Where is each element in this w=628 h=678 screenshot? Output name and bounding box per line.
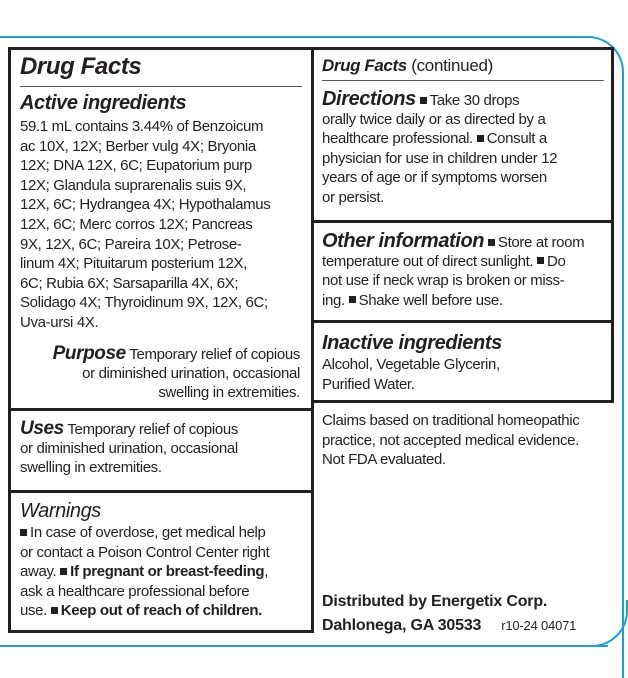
claims-text: practice, not accepted medical evidence. [322, 431, 579, 449]
uses-text: or diminished urination, occasional [20, 439, 238, 457]
active-ingredients-list: 59.1 mL contains 3.44% of Benzoicum ac 1… [20, 117, 271, 333]
purpose-text: or diminished urination, occasional [82, 364, 300, 382]
warning-text: use. [20, 602, 47, 620]
lot-code: r10-24 04071 [501, 618, 577, 633]
claims-text: Not FDA evaluated. [322, 451, 446, 469]
bullet-icon [419, 96, 427, 104]
ingredient-line: 12X, 6C; Hydrangea 4X; Hypothalamus [20, 196, 271, 214]
active-ingredients-heading: Active ingredients [20, 92, 187, 114]
purpose-heading: Purpose [52, 343, 127, 364]
distributor-address: Dahlonega, GA 30533 [322, 617, 482, 634]
other-information-section: Other information Store at room temperat… [322, 230, 585, 310]
ingredient-line: 12X; DNA 12X, 6C; Eupatorium purp [20, 157, 252, 175]
warning-bold-text: Keep out of reach of children. [60, 602, 263, 620]
directions-text: Consult a [486, 130, 548, 148]
ingredient-line: ac 10X, 12X; Berber vulg 4X; Bryonia [20, 137, 256, 155]
warning-text: away. [20, 563, 57, 581]
bullet-icon [348, 296, 356, 304]
warnings-heading: Warnings [20, 500, 101, 522]
other-text: not use if neck wrap is broken or miss- [322, 272, 565, 290]
continued-rule [322, 80, 604, 81]
purpose-text: Temporary relief of copious [129, 346, 300, 363]
continued-title: Drug Facts (continued) [322, 56, 493, 76]
distributor-info: Distributed by Energetix Corp. Dahlonega… [322, 590, 576, 638]
warning-bold-text: If pregnant or breast-feeding [70, 563, 265, 581]
distributor-name: Distributed by Energetix Corp. [322, 593, 548, 610]
claims-text: Claims based on traditional homeopathic [322, 412, 580, 429]
directions-text: Take 30 drops [429, 92, 520, 109]
bullet-icon [20, 528, 27, 536]
directions-text: years of age or if symptoms worsen [322, 169, 547, 187]
directions-text: physician for use in children under 12 [322, 149, 558, 167]
ingredient-line: linum 4X; Pituitarum posterium 12X, [20, 255, 248, 273]
inactive-ingredients-section: Inactive ingredients Alcohol, Vegetable … [322, 331, 502, 394]
ingredient-line: Uva-ursi 4X. [20, 313, 99, 331]
ingredient-line: Solidago 4X; Thyroidinum 9X, 12X, 6C; [20, 294, 268, 312]
bullet-icon [476, 134, 484, 142]
directions-text: healthcare professional. [322, 130, 473, 148]
inactive-ingredients-box [311, 320, 614, 403]
other-text: ing. [322, 291, 345, 309]
other-information-heading: Other information [322, 230, 485, 252]
warning-text: In case of overdose, get medical help [30, 524, 266, 541]
bullet-icon [50, 606, 58, 614]
bullet-icon [60, 567, 68, 575]
continued-title-main: Drug Facts [322, 56, 407, 75]
inactive-text: Alcohol, Vegetable Glycerin, [322, 356, 500, 373]
directions-section: Directions Take 30 drops orally twice da… [322, 88, 558, 208]
bullet-icon [487, 238, 495, 246]
directions-text: orally twice daily or as directed by a [322, 110, 546, 128]
punctuation: , [264, 563, 269, 581]
ingredient-line: 12X; Glandula suprarenalis suis 9X, [20, 176, 247, 194]
title-rule [20, 86, 302, 87]
label-border-bottom [0, 645, 608, 647]
uses-section: Uses Temporary relief of copious or dimi… [20, 419, 238, 478]
drug-facts-title: Drug Facts [20, 53, 142, 80]
uses-text: Temporary relief of copious [67, 421, 239, 438]
label-border-top [0, 36, 624, 678]
continued-title-suffix: (continued) [411, 56, 493, 75]
directions-text: or persist. [322, 188, 385, 206]
inactive-ingredients-heading: Inactive ingredients [322, 332, 502, 354]
inactive-text: Purified Water. [322, 375, 415, 393]
ingredient-line: 12X, 6C; Merc corros 12X; Pancreas [20, 215, 253, 233]
claims-disclaimer: Claims based on traditional homeopathic … [322, 411, 580, 470]
other-text: Shake well before use. [358, 291, 503, 309]
warning-text: or contact a Poison Control Center right [20, 543, 270, 561]
other-text: Store at room [497, 234, 585, 251]
uses-heading: Uses [20, 418, 64, 439]
ingredient-line: 6C; Rubia 6X; Sarsaparilla 4X, 6X; [20, 274, 239, 292]
warning-text: ask a healthcare professional before [20, 582, 250, 600]
warnings-box [8, 490, 314, 633]
other-text: temperature out of direct sunlight. [322, 252, 534, 270]
ingredient-line: 59.1 mL contains 3.44% of Benzoicum [20, 118, 264, 135]
warnings-section: Warnings In case of overdose, get medica… [20, 499, 270, 621]
uses-text: swelling in extremities. [20, 459, 162, 477]
purpose-text: swelling in extremities. [158, 384, 300, 402]
directions-heading: Directions [322, 88, 416, 110]
purpose-section: Purpose Temporary relief of copious or d… [52, 343, 301, 403]
other-text: Do [547, 252, 566, 270]
bullet-icon [537, 257, 545, 265]
ingredient-line: 9X, 12X, 6C; Pareira 10X; Petrose- [20, 235, 242, 253]
